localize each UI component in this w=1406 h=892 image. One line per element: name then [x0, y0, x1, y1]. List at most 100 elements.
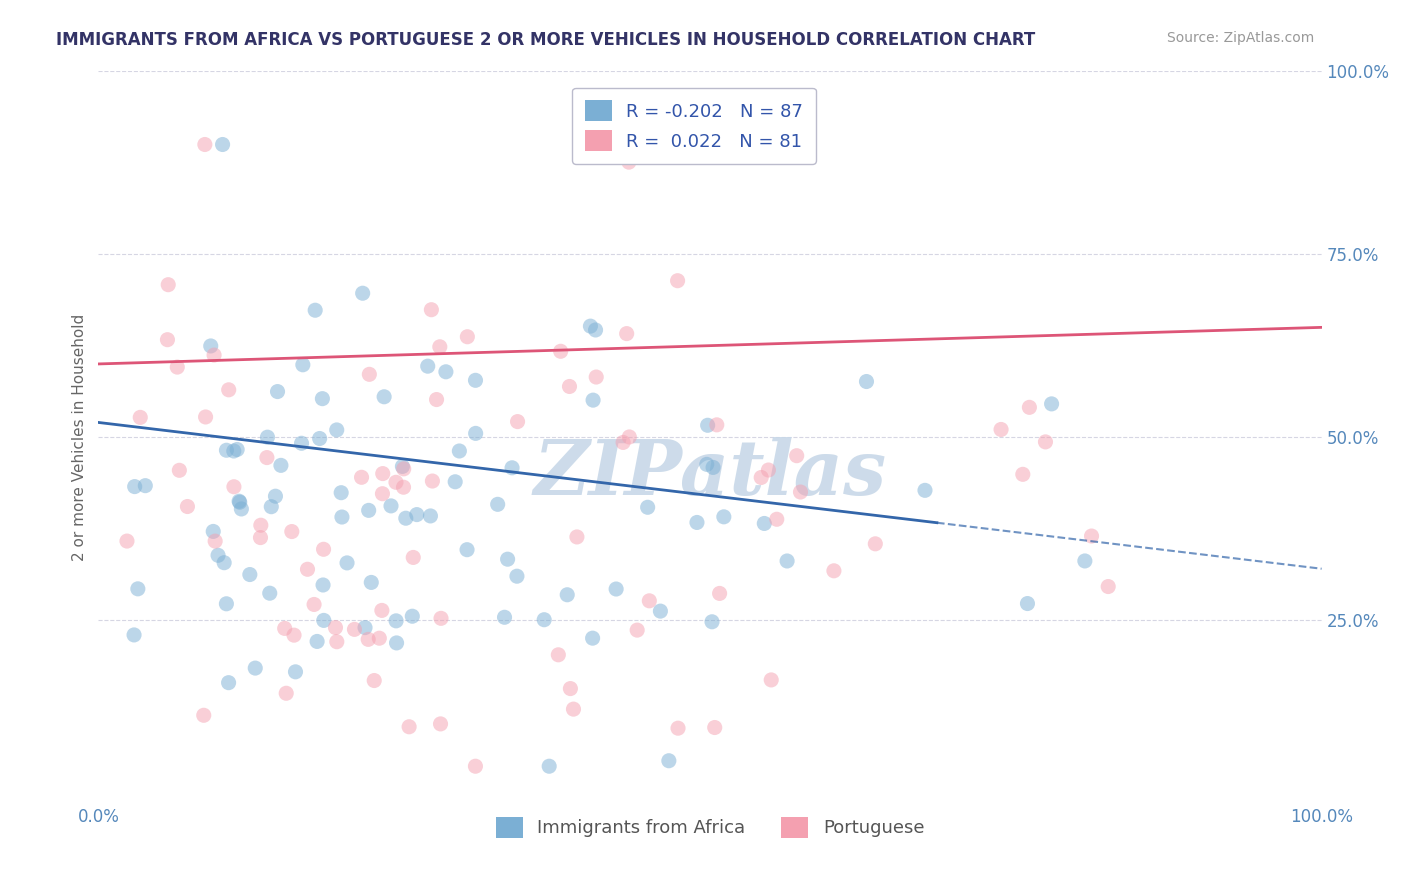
- Point: [789, 485, 811, 500]
- Point: [222, 444, 245, 458]
- Point: [422, 474, 444, 488]
- Point: [273, 622, 295, 636]
- Point: [501, 460, 523, 475]
- Point: [354, 621, 377, 635]
- Point: [304, 303, 326, 318]
- Point: [371, 603, 394, 617]
- Point: [312, 542, 335, 557]
- Point: [395, 511, 418, 525]
- Point: [702, 460, 724, 475]
- Point: [129, 410, 152, 425]
- Point: [696, 458, 718, 472]
- Point: [270, 458, 292, 473]
- Point: [823, 564, 845, 578]
- Point: [371, 486, 394, 500]
- Point: [249, 531, 271, 545]
- Point: [506, 415, 529, 429]
- Point: [494, 610, 516, 624]
- Point: [696, 418, 718, 433]
- Point: [709, 586, 731, 600]
- Point: [758, 463, 780, 477]
- Point: [686, 516, 709, 530]
- Point: [405, 508, 427, 522]
- Point: [1018, 401, 1040, 415]
- Point: [547, 648, 569, 662]
- Point: [302, 598, 325, 612]
- Point: [256, 430, 278, 444]
- Point: [1097, 580, 1119, 594]
- Point: [637, 500, 659, 515]
- Point: [215, 597, 238, 611]
- Point: [579, 319, 602, 334]
- Point: [419, 508, 441, 523]
- Point: [612, 435, 634, 450]
- Point: [363, 673, 385, 688]
- Point: [560, 681, 582, 696]
- Point: [402, 550, 425, 565]
- Point: [385, 636, 408, 650]
- Point: [283, 628, 305, 642]
- Point: [385, 475, 408, 490]
- Point: [239, 567, 262, 582]
- Point: [776, 554, 799, 568]
- Point: [157, 277, 180, 292]
- Point: [194, 409, 217, 424]
- Point: [290, 436, 312, 450]
- Point: [250, 518, 273, 533]
- Point: [703, 721, 725, 735]
- Point: [626, 623, 648, 637]
- Point: [1040, 397, 1063, 411]
- Point: [127, 582, 149, 596]
- Point: [207, 549, 229, 563]
- Point: [343, 623, 366, 637]
- Point: [425, 392, 447, 407]
- Point: [176, 500, 198, 514]
- Point: [658, 754, 681, 768]
- Point: [226, 442, 249, 457]
- Point: [380, 499, 402, 513]
- Point: [373, 390, 395, 404]
- Point: [464, 759, 486, 773]
- Point: [218, 383, 240, 397]
- Point: [276, 686, 298, 700]
- Point: [368, 631, 391, 645]
- Point: [202, 348, 225, 362]
- Point: [336, 556, 359, 570]
- Point: [990, 422, 1012, 436]
- Point: [565, 530, 588, 544]
- Point: [266, 384, 288, 399]
- Point: [169, 463, 191, 477]
- Point: [749, 470, 772, 484]
- Text: Source: ZipAtlas.com: Source: ZipAtlas.com: [1167, 31, 1315, 45]
- Point: [308, 432, 330, 446]
- Point: [391, 459, 413, 474]
- Point: [134, 478, 156, 492]
- Point: [533, 613, 555, 627]
- Point: [371, 467, 394, 481]
- Point: [713, 509, 735, 524]
- Point: [194, 137, 217, 152]
- Point: [385, 614, 408, 628]
- Point: [352, 286, 374, 301]
- Point: [444, 475, 467, 489]
- Point: [264, 489, 287, 503]
- Point: [430, 611, 453, 625]
- Legend: Immigrants from Africa, Portuguese: Immigrants from Africa, Portuguese: [488, 810, 932, 845]
- Point: [761, 673, 783, 687]
- Point: [914, 483, 936, 498]
- Point: [401, 609, 423, 624]
- Point: [700, 615, 723, 629]
- Point: [259, 586, 281, 600]
- Point: [202, 524, 225, 539]
- Point: [211, 137, 233, 152]
- Point: [357, 632, 380, 647]
- Point: [666, 274, 689, 288]
- Point: [124, 480, 146, 494]
- Point: [212, 556, 235, 570]
- Point: [464, 373, 486, 387]
- Point: [550, 344, 572, 359]
- Point: [200, 339, 222, 353]
- Point: [581, 631, 603, 645]
- Point: [311, 392, 333, 406]
- Text: ZIPatlas: ZIPatlas: [533, 437, 887, 510]
